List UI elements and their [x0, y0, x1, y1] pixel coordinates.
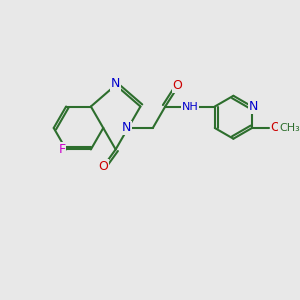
- Text: O: O: [98, 160, 108, 173]
- Text: O: O: [271, 122, 281, 134]
- Text: N: N: [122, 122, 131, 134]
- Text: N: N: [111, 77, 120, 90]
- Text: N: N: [249, 100, 258, 113]
- Text: O: O: [173, 79, 183, 92]
- Text: NH: NH: [182, 101, 198, 112]
- Text: CH₃: CH₃: [279, 123, 300, 133]
- Text: F: F: [58, 143, 65, 156]
